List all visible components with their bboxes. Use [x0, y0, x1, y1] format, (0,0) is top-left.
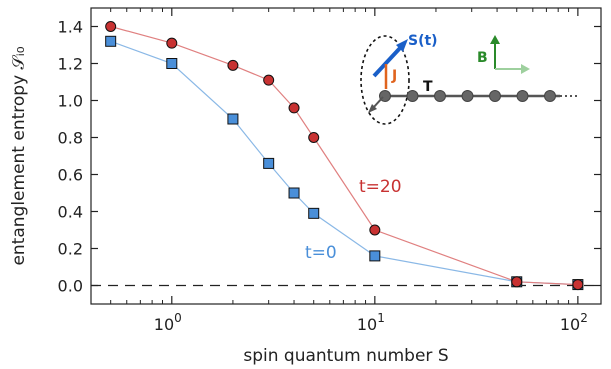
data-point-circle	[263, 74, 275, 86]
series-layer	[105, 21, 584, 291]
spin-arrow-shaft	[372, 45, 403, 78]
y-tick-label: 0.6	[58, 166, 83, 185]
y-tick-label: 0.0	[58, 277, 83, 296]
hopping-label: T	[423, 79, 433, 95]
data-point-circle	[308, 132, 320, 143]
y-tick-label: 0.8	[58, 129, 83, 148]
series-line-1	[110, 25, 578, 286]
data-point-circle	[572, 279, 584, 291]
impurity-ellipse	[360, 35, 410, 125]
electron-spin-arrow-shaft	[372, 96, 384, 109]
y-tick-label: 1.0	[58, 92, 83, 111]
data-point-square	[263, 157, 275, 169]
data-point-circle	[105, 21, 117, 32]
data-point-circle	[227, 59, 239, 71]
x-tick-label: 102	[560, 311, 588, 334]
data-point-square	[288, 187, 300, 199]
series-line-0	[110, 40, 578, 286]
data-point-square	[105, 35, 117, 47]
data-point-square	[308, 207, 320, 219]
data-point-circle	[369, 224, 381, 236]
y-axis-label: entanglement entropy 𝒮ᵢ₀	[9, 46, 29, 265]
field-perp-arrow-icon	[521, 64, 530, 74]
data-point-circle	[511, 276, 523, 288]
chain-site	[516, 90, 529, 102]
chain-site	[544, 90, 556, 102]
x-tick-label: 100	[154, 311, 182, 334]
chain-site	[461, 90, 474, 102]
y-tick-label: 0.2	[58, 240, 83, 259]
y-tick-label: 0.4	[58, 203, 83, 222]
chain-site	[434, 90, 446, 102]
inset-schematic: S(t) J T B	[360, 33, 580, 125]
chain-sites	[379, 90, 556, 102]
field-arrow-icon	[490, 35, 500, 44]
series-label-t20: t=20	[359, 177, 402, 197]
y-tick-label: 1.2	[58, 55, 83, 74]
spin-arrow-icon	[396, 39, 408, 52]
data-point-circle	[288, 102, 300, 114]
chain-site	[489, 90, 501, 102]
series-label-t0: t=0	[305, 243, 337, 263]
chain-site	[406, 90, 419, 102]
data-point-square	[227, 113, 239, 125]
data-point-square	[166, 58, 178, 69]
field-label: B	[477, 50, 488, 66]
x-tick-label: 101	[357, 311, 385, 334]
x-axis-label: spin quantum number S	[243, 346, 448, 366]
data-point-circle	[166, 37, 178, 49]
plot-area	[90, 7, 602, 305]
electron-spin-arrow-icon	[368, 104, 377, 113]
spin-label: S(t)	[408, 33, 438, 49]
data-point-square	[369, 250, 381, 262]
coupling-label: J	[391, 68, 397, 84]
y-tick-label: 1.4	[58, 18, 83, 37]
